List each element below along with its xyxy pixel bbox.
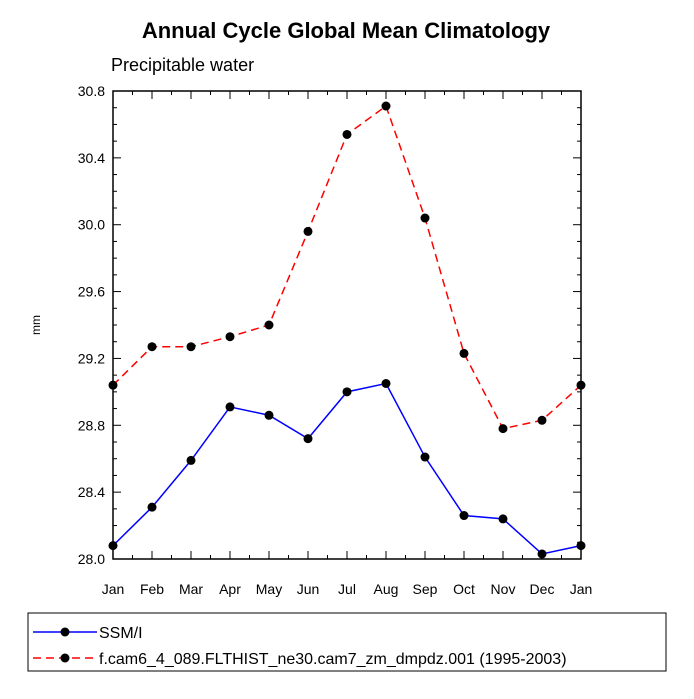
data-point	[498, 514, 508, 524]
x-tick-label: Sep	[413, 581, 438, 597]
y-tick-label: 29.2	[78, 350, 105, 366]
plot-frame	[112, 90, 582, 560]
data-point	[537, 549, 547, 559]
series-0	[108, 379, 586, 559]
x-tick-label: Nov	[491, 581, 516, 597]
data-point	[186, 455, 196, 465]
data-point	[147, 502, 157, 512]
legend-item: f.cam6_4_089.FLTHIST_ne30.cam7_zm_dmpdz.…	[33, 651, 567, 668]
x-tick-label: Jan	[570, 581, 593, 597]
data-point	[342, 129, 352, 139]
data-point	[498, 424, 508, 434]
legend-item: SSM/I	[33, 625, 143, 642]
x-tick-label: Aug	[374, 581, 399, 597]
series-line	[112, 104, 582, 430]
legend-items: SSM/I f.cam6_4_089.FLTHIST_ne30.cam7_zm_d…	[33, 625, 567, 668]
y-tick-label: 30.4	[78, 150, 105, 166]
legend-label: SSM/I	[99, 625, 143, 642]
data-point	[225, 402, 235, 412]
x-tick-labels: Jan Feb Mar Apr May Jun Jul Aug Sep Oct Nov Dec Jan	[102, 581, 593, 597]
y-tick-label: 28.0	[78, 551, 105, 567]
y-tick-label: 30.0	[78, 217, 105, 233]
x-tick-label: Jul	[338, 581, 356, 597]
x-tick-label: Mar	[179, 581, 203, 597]
x-tick-label: Dec	[530, 581, 555, 597]
x-tick-label: Feb	[140, 581, 164, 597]
data-point	[225, 332, 235, 342]
data-point	[420, 452, 430, 462]
chart-subtitle: Precipitable water	[111, 55, 254, 75]
legend-marker	[60, 653, 70, 663]
y-tick-label: 29.6	[78, 284, 105, 300]
series-layer	[108, 101, 586, 559]
y-tick-labels: 28.0 28.4 28.8 29.2 29.6 30.0 30.4 30.8	[78, 83, 105, 567]
x-tick-label: Jan	[102, 581, 125, 597]
data-point	[303, 226, 313, 236]
legend-box	[27, 612, 667, 672]
y-tick-label: 28.4	[78, 484, 105, 500]
y-axis-label: mm	[29, 315, 43, 335]
data-point	[420, 213, 430, 223]
data-point	[264, 320, 274, 330]
x-tick-label: Apr	[219, 581, 241, 597]
data-point	[303, 434, 313, 444]
series-1	[108, 101, 586, 434]
chart-title: Annual Cycle Global Mean Climatology	[142, 18, 551, 43]
y-tick-label: 28.8	[78, 417, 105, 433]
data-point	[381, 379, 391, 388]
data-point	[537, 415, 547, 425]
x-tick-label: May	[256, 581, 282, 597]
data-point	[186, 342, 196, 352]
series-line	[112, 382, 582, 555]
legend: SSM/I f.cam6_4_089.FLTHIST_ne30.cam7_zm_d…	[27, 612, 667, 672]
x-tick-label: Oct	[453, 581, 475, 597]
legend-marker	[60, 627, 70, 637]
legend-label: f.cam6_4_089.FLTHIST_ne30.cam7_zm_dmpdz.…	[99, 651, 567, 668]
axis-ticks	[112, 90, 582, 560]
data-point	[342, 387, 352, 397]
y-tick-label: 30.8	[78, 83, 105, 99]
data-point	[147, 342, 157, 352]
x-tick-label: Jun	[297, 581, 320, 597]
data-point	[459, 511, 469, 521]
data-point	[381, 101, 391, 111]
data-point	[264, 410, 274, 420]
data-point	[459, 348, 469, 358]
